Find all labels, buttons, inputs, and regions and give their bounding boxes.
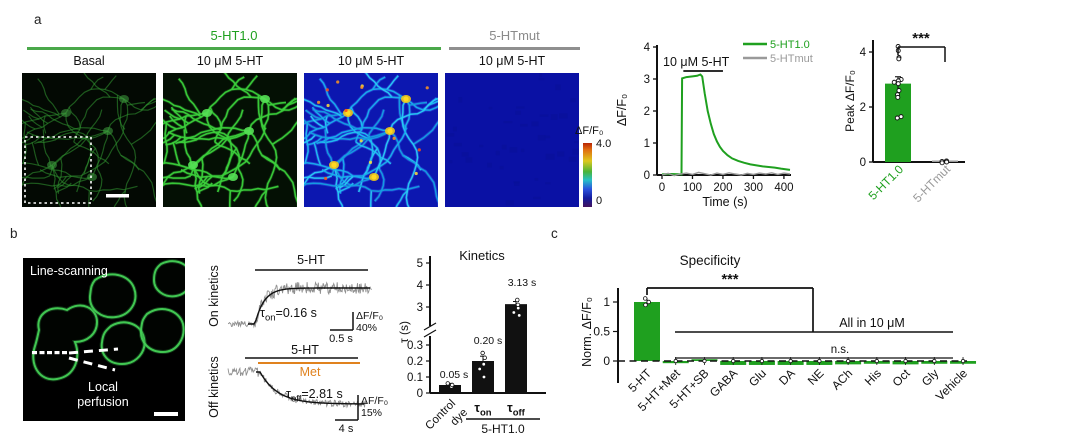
svg-text:5-HTmut: 5-HTmut xyxy=(770,53,813,65)
peak-bar-chart: 0 2 4 Peak ΔF/F₀ *** 5-HT1.0 5-HTmut xyxy=(843,18,975,223)
response-trace-chart: 0 1 2 3 4 0 100 200 300 400 Time (s) ΔF/F₀ 10 μM 5-H… xyxy=(615,22,837,214)
image-title-mut: 10 μM 5-HT xyxy=(478,54,546,68)
svg-text:5: 5 xyxy=(417,258,423,270)
svg-text:0: 0 xyxy=(860,157,866,169)
svg-text:0.5 s: 0.5 s xyxy=(329,333,353,345)
svg-text:Time (s): Time (s) xyxy=(702,195,747,209)
svg-text:His: His xyxy=(862,366,884,388)
svg-text:0.5: 0.5 xyxy=(593,325,610,339)
svg-text:ΔF/F₀: ΔF/F₀ xyxy=(356,310,383,322)
panel-a-label: a xyxy=(34,12,42,27)
svg-text:4: 4 xyxy=(860,47,867,59)
sensor-group-line xyxy=(27,47,441,50)
svg-text:3.13 s: 3.13 s xyxy=(508,277,537,289)
panel-c-label: c xyxy=(551,226,558,241)
svg-text:0: 0 xyxy=(417,388,423,400)
sensor-group-label: 5-HT1.0 xyxy=(210,28,258,43)
svg-text:0: 0 xyxy=(659,182,665,194)
svg-text:5-HT1.0: 5-HT1.0 xyxy=(481,422,525,436)
perfusion-caption-line1: Local xyxy=(88,380,118,394)
svg-text:15%: 15% xyxy=(361,407,382,419)
svg-text:400: 400 xyxy=(774,182,793,194)
svg-text:τoff: τoff xyxy=(507,401,526,419)
colorbar-label: ΔF/F₀ xyxy=(575,125,604,137)
svg-text:τoff=2.81 s: τoff=2.81 s xyxy=(286,387,343,405)
svg-text:τon=0.16 s: τon=0.16 s xyxy=(260,306,317,324)
image-title-basal: Basal xyxy=(73,54,105,68)
svg-text:Oct: Oct xyxy=(890,366,914,390)
svg-text:4 s: 4 s xyxy=(339,423,354,435)
svg-text:DA: DA xyxy=(776,366,798,388)
svg-text:Kinetics: Kinetics xyxy=(459,248,505,263)
svg-text:4: 4 xyxy=(417,280,424,292)
svg-text:Specificity: Specificity xyxy=(680,253,741,268)
svg-text:All in 10 μM: All in 10 μM xyxy=(839,316,905,330)
micro-image-basal xyxy=(0,63,201,271)
svg-text:0.20 s: 0.20 s xyxy=(474,335,503,347)
svg-text:40%: 40% xyxy=(356,322,377,334)
svg-text:Peak ΔF/F₀: Peak ΔF/F₀ xyxy=(845,70,857,132)
svg-text:n.s.: n.s. xyxy=(831,344,850,356)
svg-text:0: 0 xyxy=(603,354,610,368)
svg-text:1: 1 xyxy=(603,295,610,309)
specificity-chart: Specificity 0 0.5 1 Norm. ΔF/F₀ *** All in 10 … xyxy=(560,240,1069,443)
svg-text:GABA: GABA xyxy=(707,366,740,399)
perfusion-caption-line2: perfusion xyxy=(77,395,129,409)
micro-image-5ht xyxy=(91,63,343,272)
svg-text:300: 300 xyxy=(744,182,763,194)
svg-text:Glu: Glu xyxy=(746,366,769,389)
svg-text:τ (s): τ (s) xyxy=(398,321,411,343)
perfusion-caption: Local perfusion xyxy=(61,380,145,410)
svg-text:Norm. ΔF/F₀: Norm. ΔF/F₀ xyxy=(580,297,594,367)
svg-text:2: 2 xyxy=(860,102,866,114)
image-title-pseudo: 10 μM 5-HT xyxy=(337,54,405,68)
svg-text:2: 2 xyxy=(644,106,650,118)
panel-b-label: b xyxy=(10,226,18,241)
svg-text:5-HT1.0: 5-HT1.0 xyxy=(770,39,810,51)
svg-text:4: 4 xyxy=(644,42,651,54)
svg-text:5-HT1.0: 5-HT1.0 xyxy=(866,162,907,203)
micro-image-pseudo xyxy=(232,63,484,272)
svg-text:0.1: 0.1 xyxy=(407,372,423,384)
cell-image xyxy=(23,258,194,421)
svg-text:0.3: 0.3 xyxy=(407,340,423,352)
svg-text:1: 1 xyxy=(644,138,650,150)
svg-text:***: *** xyxy=(912,30,930,47)
image-title-5ht: 10 μM 5-HT xyxy=(196,54,264,68)
colorbar-min: 0 xyxy=(596,195,603,207)
mut-group-line xyxy=(449,47,580,50)
scale-bar xyxy=(154,412,178,416)
svg-text:NE: NE xyxy=(805,366,827,388)
svg-text:0: 0 xyxy=(644,170,650,182)
mut-group-label: 5-HTmut xyxy=(489,28,540,43)
svg-text:3: 3 xyxy=(644,74,650,86)
svg-text:10 μM 5-HT: 10 μM 5-HT xyxy=(663,55,730,69)
colorbar-max: 4.0 xyxy=(596,138,612,150)
svg-text:Met: Met xyxy=(300,365,321,379)
svg-text:***: *** xyxy=(722,272,739,288)
kinetics-bar-chart: Kinetics 3 4 5 0 0.1 0.2 0.3 τ (s) 0.05 s 0.20 s 3.… xyxy=(397,240,550,443)
svg-text:5-HTmut: 5-HTmut xyxy=(910,162,953,205)
svg-text:Vehicle: Vehicle xyxy=(933,366,970,403)
micro-image-mut xyxy=(445,73,581,207)
svg-text:5-HT: 5-HT xyxy=(291,343,319,357)
line-scanning-label: Line-scanning xyxy=(30,264,108,278)
svg-text:ACh: ACh xyxy=(829,366,855,392)
svg-text:τon: τon xyxy=(474,401,491,419)
svg-text:100: 100 xyxy=(683,182,702,194)
svg-text:200: 200 xyxy=(713,182,732,194)
svg-text:3: 3 xyxy=(417,302,423,314)
kinetics-traces: 5-HT τon=0.16 s ΔF/F₀ 40% 0.5 s 5-HT Met τoff=2… xyxy=(198,240,410,443)
svg-text:Gly: Gly xyxy=(919,366,942,389)
svg-text:0.2: 0.2 xyxy=(407,356,423,368)
svg-text:5-HT: 5-HT xyxy=(297,253,325,267)
svg-text:0.05 s: 0.05 s xyxy=(440,369,469,381)
colorbar xyxy=(583,143,592,207)
svg-text:ΔF/F₀: ΔF/F₀ xyxy=(361,395,388,407)
svg-text:ΔF/F₀: ΔF/F₀ xyxy=(615,94,629,126)
